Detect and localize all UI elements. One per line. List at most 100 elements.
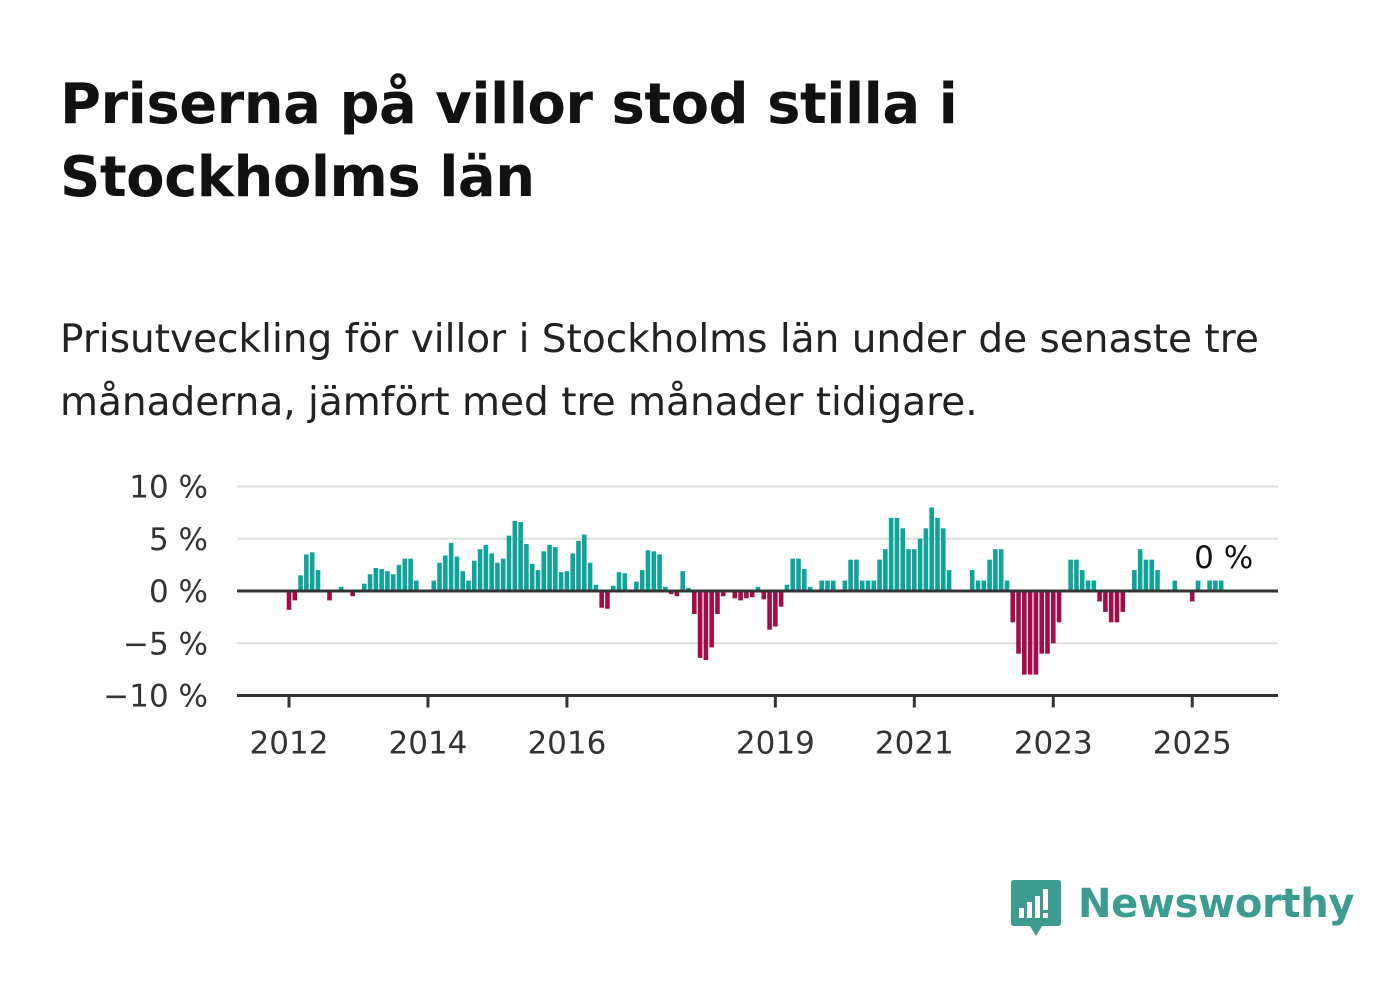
chart-title: Priserna på villor stod stilla i Stockho… (60, 72, 958, 210)
bar (1213, 580, 1218, 591)
bar (993, 549, 998, 591)
y-tick-label: −5 % (123, 626, 208, 662)
bar (1195, 580, 1201, 591)
bar (1149, 559, 1155, 591)
bar (587, 562, 593, 591)
bar (1056, 591, 1062, 623)
bar (749, 591, 755, 598)
bar (390, 574, 396, 591)
bar (489, 553, 494, 591)
bar (668, 591, 674, 595)
bar (576, 540, 581, 591)
bar (987, 559, 992, 591)
bar (524, 543, 529, 591)
bar (761, 591, 767, 600)
bar (796, 558, 801, 591)
y-tick-label: 10 % (129, 470, 208, 506)
bar (1218, 580, 1224, 591)
bar (1155, 570, 1160, 591)
bar (408, 558, 413, 591)
bar (396, 564, 402, 592)
bar (373, 568, 379, 591)
y-tick-label: 5 % (149, 522, 208, 558)
bar (315, 570, 321, 591)
bar (998, 549, 1004, 591)
bar (975, 580, 981, 591)
bar (923, 528, 929, 591)
bar (298, 575, 303, 591)
bar (969, 570, 975, 591)
bar (327, 591, 332, 601)
bar (1103, 591, 1108, 612)
bar (773, 591, 778, 627)
bar (825, 580, 830, 591)
bar (674, 591, 680, 597)
bar (651, 551, 657, 591)
bar (599, 591, 604, 608)
bar (547, 545, 552, 591)
chart-subtitle: Prisutveckling för villor i Stockholms l… (60, 317, 1259, 425)
bar (1085, 580, 1091, 591)
bar (1172, 580, 1178, 591)
bar (744, 591, 749, 599)
bar (1132, 570, 1137, 591)
bar (1039, 591, 1044, 654)
bar (686, 587, 691, 591)
bar (929, 507, 934, 591)
bar (755, 586, 761, 591)
axes (237, 589, 1278, 708)
bar (443, 555, 448, 591)
bar (541, 551, 547, 591)
bar (877, 559, 882, 591)
y-tick-label: −10 % (103, 679, 208, 715)
bar (610, 585, 616, 591)
bar (802, 569, 807, 591)
bar (1045, 591, 1050, 654)
bar (1004, 580, 1010, 591)
chart-bubble-icon (1011, 880, 1061, 936)
bar (1189, 591, 1195, 602)
bar (634, 581, 639, 591)
bar (361, 583, 367, 591)
x-tick-label: 2014 (389, 726, 468, 762)
bar (448, 542, 454, 591)
bar (437, 562, 442, 591)
x-tick-label: 2016 (527, 726, 606, 762)
bar (645, 550, 651, 591)
bar (460, 571, 465, 591)
bar (981, 580, 987, 591)
bar (657, 554, 662, 591)
bar (865, 580, 871, 591)
bar (784, 584, 790, 591)
bar (767, 591, 772, 630)
bar (692, 591, 697, 614)
bar (558, 572, 564, 591)
bar (819, 580, 824, 591)
bar (512, 520, 518, 592)
bar (1016, 591, 1021, 654)
bar (495, 562, 500, 591)
bar (1033, 591, 1039, 675)
bar (338, 586, 344, 591)
bar (286, 591, 292, 610)
bar (912, 549, 917, 591)
brand-name: Newsworthy (1078, 881, 1355, 927)
bar (414, 580, 419, 591)
bar (518, 522, 523, 591)
bar (1143, 559, 1149, 591)
bar (778, 591, 784, 607)
bar (1207, 580, 1212, 591)
bar (732, 591, 738, 599)
bar (917, 538, 923, 591)
bar (309, 552, 315, 591)
bar (946, 570, 952, 591)
bar (593, 584, 599, 591)
bar (1108, 591, 1114, 623)
bar (535, 570, 541, 591)
bar (454, 556, 460, 591)
bar (553, 547, 558, 591)
bar (379, 569, 384, 591)
bar (500, 558, 506, 591)
bar (402, 558, 408, 591)
